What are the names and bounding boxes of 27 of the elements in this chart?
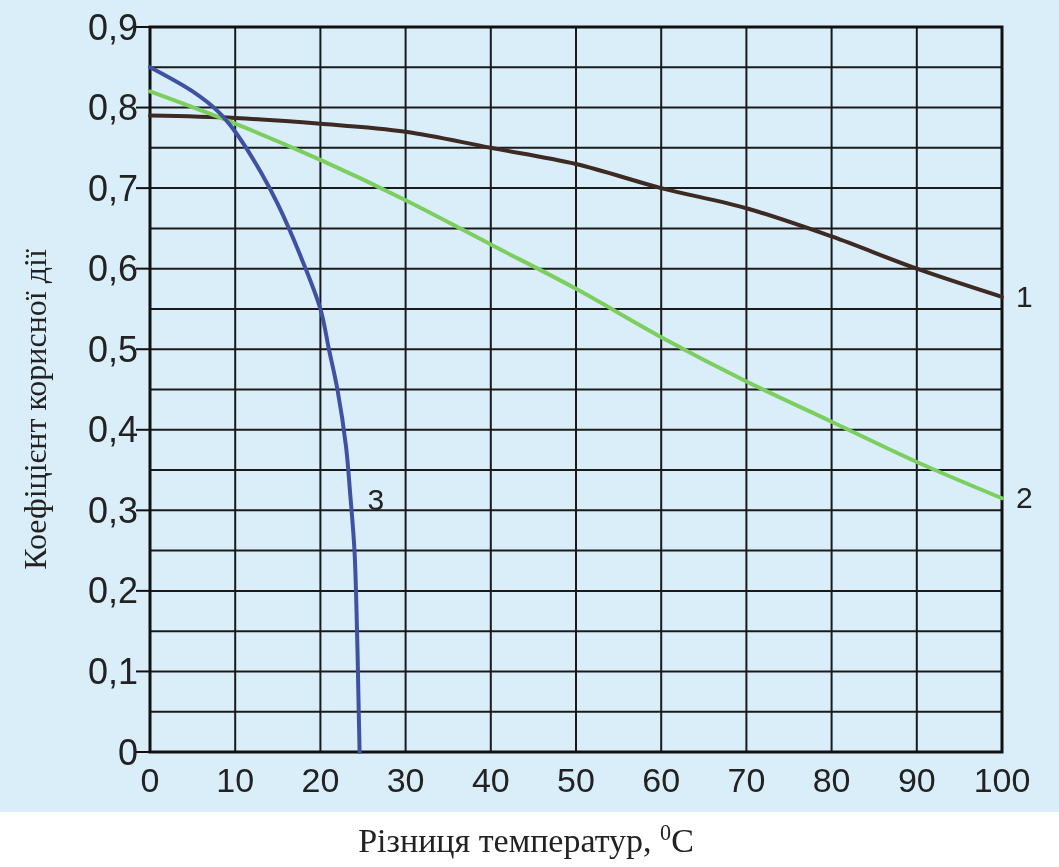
y-tick-label: 0,4 [87,409,138,451]
y-tick-label: 0,6 [87,248,138,290]
series-label: 1 [1016,279,1033,313]
x-tick-label: 70 [727,761,766,799]
y-tick-label: 0,7 [87,167,138,209]
y-tick-label: 0,2 [87,570,138,612]
x-tick-label: 50 [557,761,595,799]
y-tick-label: 0,3 [87,489,138,531]
x-tick-label: 60 [642,761,681,799]
series-label: 2 [1016,481,1033,515]
x-tick-label: 10 [216,761,255,799]
x-tick-label: 30 [386,761,425,799]
y-tick-label: 0,5 [87,328,138,370]
x-tick-label: 80 [812,761,851,799]
x-tick-label: 20 [301,761,340,799]
y-axis-title: Коефіцієнт корисної дії [17,249,53,570]
y-tick-label: 0,1 [87,651,138,693]
y-tick-label: 0 [117,731,138,773]
x-tick-label: 90 [897,761,936,799]
y-tick-label: 0,9 [87,6,138,48]
y-tick-label: 0,8 [87,87,138,129]
x-tick-label: 100 [973,761,1031,799]
series-label: 3 [367,483,385,517]
x-axis-title: Різниця температур, $^{0}$C [358,819,694,859]
line-series [148,113,1004,299]
line-series [148,65,362,754]
x-tick-label: 40 [471,761,510,799]
